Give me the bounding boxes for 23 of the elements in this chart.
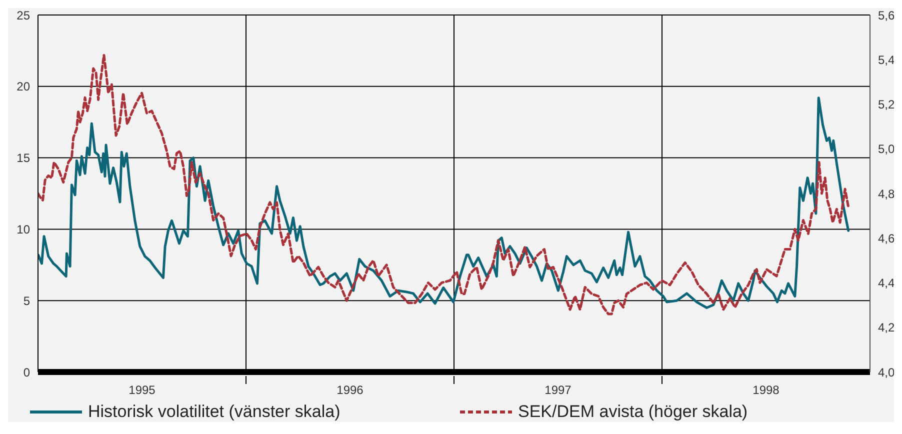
legend-label: SEK/DEM avista (höger skala) <box>518 402 748 422</box>
x-tick-label: 1995 <box>128 383 156 397</box>
x-tick-label: 1997 <box>544 383 572 397</box>
y2-tick-label: 4,4 <box>878 276 896 290</box>
legend-label: Historisk volatilitet (vänster skala) <box>88 402 340 422</box>
y2-tick-label: 5,0 <box>878 142 896 156</box>
y2-tick-label: 4,0 <box>878 365 896 380</box>
y2-tick-label: 5,2 <box>878 98 896 112</box>
line-series <box>38 96 850 309</box>
y2-tick-label: 4,6 <box>878 231 896 246</box>
y-tick-label: 15 <box>16 151 30 166</box>
y2-tick-label: 5,6 <box>878 8 896 22</box>
y2-tick-label: 4,8 <box>878 186 896 201</box>
x-tick-label: 1998 <box>752 383 780 397</box>
y2-tick-label: 4,2 <box>878 320 896 335</box>
y-tick-label: 10 <box>16 222 30 236</box>
y2-tick-label: 5,4 <box>878 52 896 67</box>
x-tick-label: 1996 <box>336 383 364 397</box>
y-tick-label: 20 <box>16 80 30 94</box>
y-tick-label: 25 <box>16 8 30 22</box>
y-tick-label: 5 <box>23 294 30 308</box>
y-tick-label: 0 <box>23 365 30 380</box>
line-series <box>38 54 850 316</box>
